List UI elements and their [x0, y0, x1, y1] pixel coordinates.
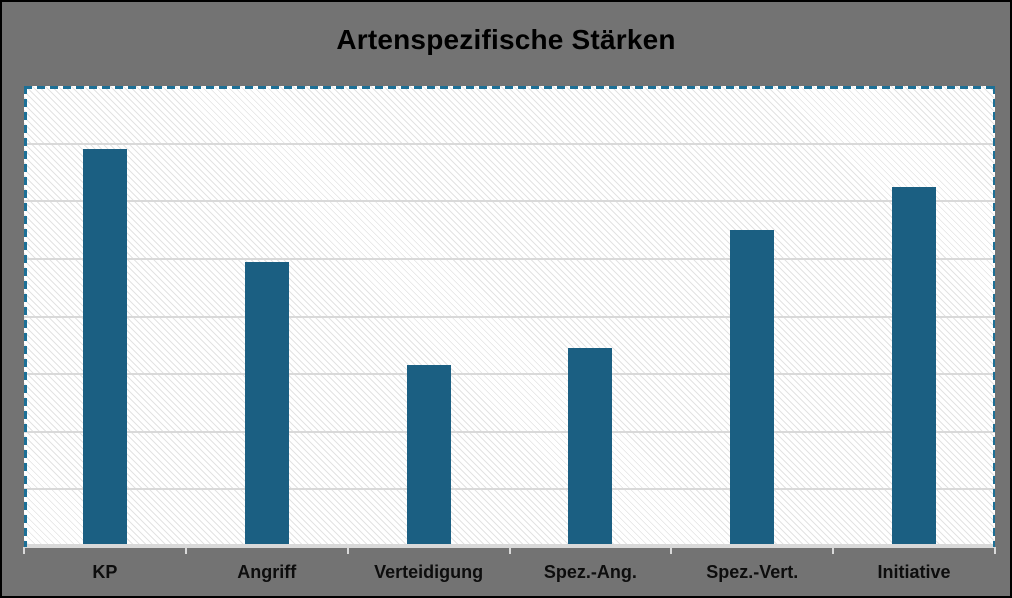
bar-angriff[interactable]: [244, 261, 289, 547]
x-axis-labels: KP Angriff Verteidigung Spez.-Ang. Spez.-Ver…: [24, 550, 995, 594]
x-axis-label[interactable]: Spez.-Ang.: [543, 562, 637, 582]
bar-verteidigung[interactable]: [406, 365, 451, 547]
gridline: [24, 315, 995, 318]
x-axis-line: [24, 544, 995, 548]
bar-slot: [671, 86, 833, 547]
axis-tick: [184, 547, 187, 554]
plot-area[interactable]: [23, 86, 996, 554]
axis-tick: [508, 547, 511, 554]
bar-series: [24, 86, 995, 547]
gridline: [24, 142, 995, 145]
gridline: [24, 488, 995, 491]
x-axis-label[interactable]: Initiative: [877, 562, 951, 582]
gridline: [24, 257, 995, 260]
x-axis-label[interactable]: KP: [92, 562, 118, 582]
bar-spez-vert[interactable]: [730, 230, 775, 547]
chart-title[interactable]: Artenspezifische Stärken: [336, 24, 676, 55]
bar-slot: [186, 86, 348, 547]
x-axis-label[interactable]: Angriff: [237, 562, 297, 582]
gridline: [24, 373, 995, 376]
bar-slot: [24, 86, 186, 547]
axis-tick: [832, 547, 835, 554]
selection-border-right: [992, 86, 995, 547]
gridline: [24, 200, 995, 203]
axis-tick: [994, 547, 996, 554]
bar-initiative[interactable]: [892, 186, 937, 547]
x-axis-label[interactable]: Spez.-Vert.: [706, 562, 799, 582]
axis-tick: [23, 547, 25, 554]
bar-spez-ang[interactable]: [568, 348, 613, 547]
gridline: [24, 430, 995, 433]
bar-kp[interactable]: [82, 149, 127, 547]
bar-slot: [833, 86, 995, 547]
selection-border-left: [24, 86, 27, 547]
selection-border-top: [24, 86, 995, 89]
axis-tick: [670, 547, 673, 554]
x-axis-label[interactable]: Verteidigung: [374, 562, 484, 582]
bar-slot: [509, 86, 671, 547]
bar-slot: [348, 86, 510, 547]
axis-tick: [346, 547, 349, 554]
